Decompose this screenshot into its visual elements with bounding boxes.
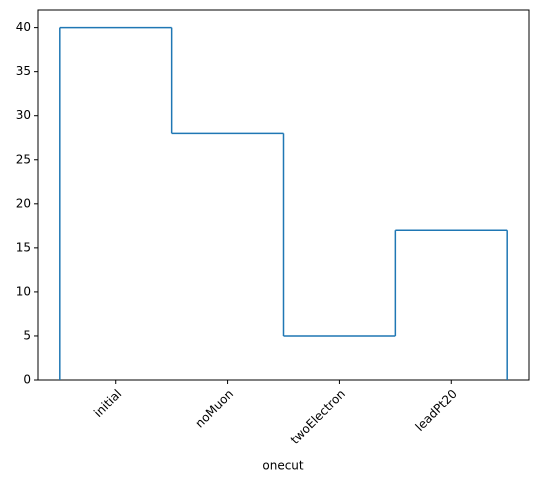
- y-tick-label: 35: [16, 64, 31, 78]
- y-tick-label: 15: [16, 240, 31, 254]
- x-tick-label: leadPt20: [413, 387, 460, 434]
- x-axis-label: onecut: [262, 459, 304, 473]
- y-tick-label: 5: [23, 328, 31, 342]
- y-tick-label: 30: [16, 108, 31, 122]
- x-tick-label: initial: [91, 387, 124, 420]
- y-tick-label: 20: [16, 196, 31, 210]
- plot-frame: [37, 9, 530, 381]
- y-tick-label: 10: [16, 284, 31, 298]
- y-tick-label: 40: [16, 20, 31, 34]
- y-tick-label: 0: [23, 373, 31, 387]
- y-tick-label: 25: [16, 152, 31, 166]
- x-tick-label: noMuon: [192, 387, 236, 431]
- x-tick-label: twoElectron: [288, 387, 348, 447]
